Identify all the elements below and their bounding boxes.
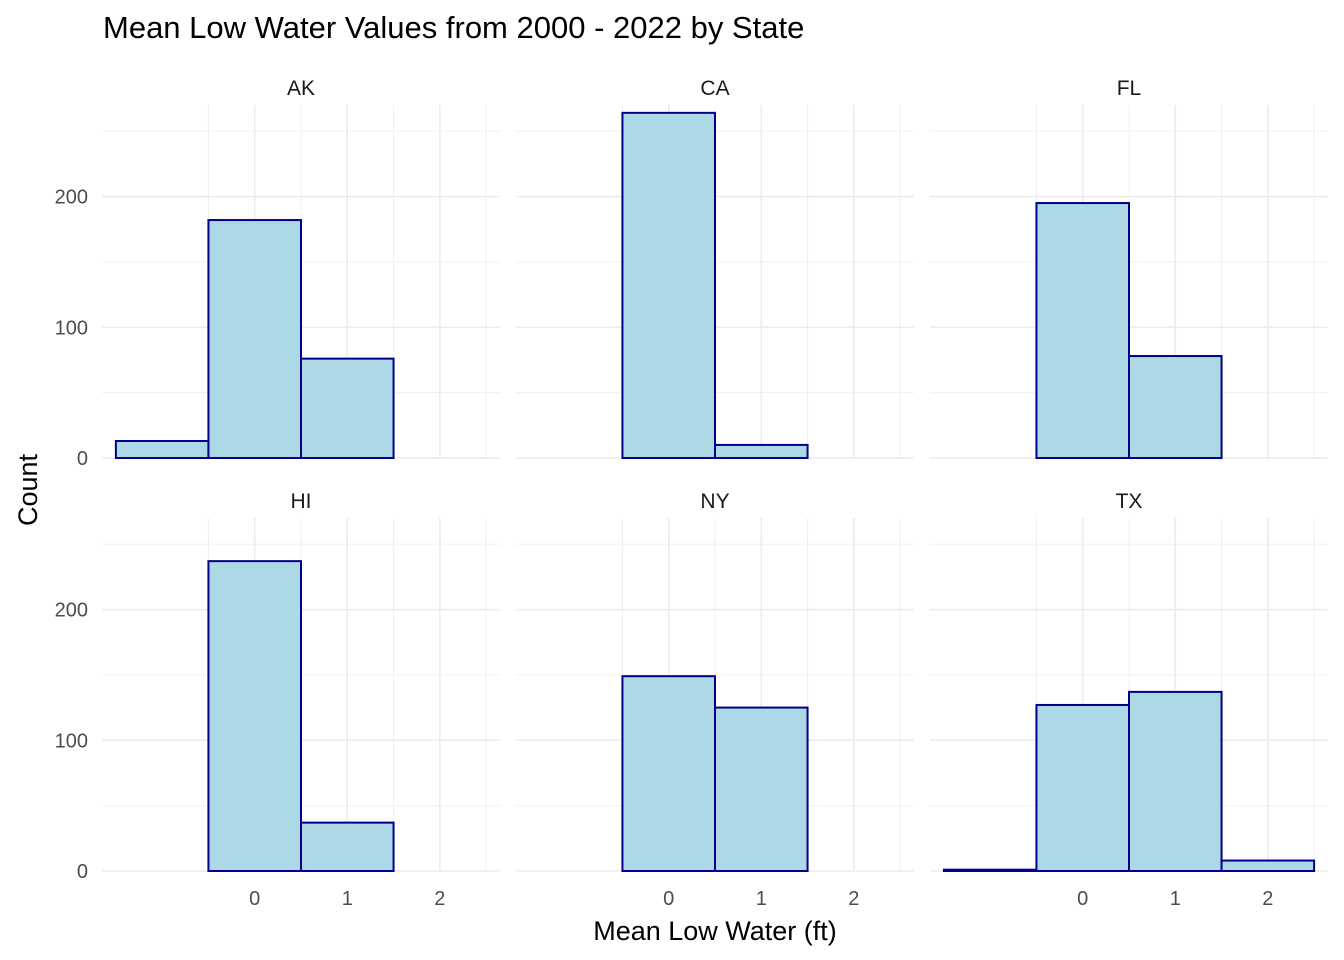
y-tick-label: 0: [77, 861, 88, 883]
x-tick-label: 0: [1077, 888, 1088, 910]
facet-panel-ny: NY 0 1 2: [516, 490, 914, 910]
facet-panel-ca: CA: [516, 77, 914, 460]
facet-strip-label: AK: [287, 77, 315, 100]
chart-title: Mean Low Water Values from 2000 - 2022 b…: [103, 10, 805, 45]
histogram-bar: [714, 706, 809, 873]
facet-strip-label: HI: [291, 490, 312, 513]
histogram-bar: [714, 443, 809, 460]
x-tick-label: 1: [756, 888, 767, 910]
x-tick-label: 2: [848, 888, 859, 910]
facet-strip-label: CA: [700, 77, 729, 100]
facet-strip-label: FL: [1117, 77, 1142, 100]
y-tick-label: 0: [77, 448, 88, 470]
x-tick-label: 0: [249, 888, 260, 910]
histogram-bar: [114, 440, 210, 459]
histogram-bar: [1128, 690, 1223, 873]
y-tick-label: 100: [55, 317, 88, 339]
histogram-bar: [1035, 703, 1131, 873]
x-tick-label: 1: [342, 888, 353, 910]
histogram-bar: [207, 560, 302, 873]
facet-panel-ak: AK 0 100 200: [55, 77, 500, 470]
facet-strip-label: NY: [700, 490, 729, 513]
histogram-bar: [300, 821, 395, 872]
y-tick-label: 100: [55, 730, 88, 752]
x-tick-label: 1: [1170, 888, 1181, 910]
y-tick-label: 200: [55, 187, 88, 209]
histogram-bar: [1128, 355, 1223, 459]
facet-strip-label: TX: [1116, 490, 1143, 513]
x-axis-title: Mean Low Water (ft): [593, 916, 837, 946]
facet-panel-fl: FL: [930, 77, 1328, 459]
histogram-bar: [207, 219, 302, 459]
histogram-bar: [300, 357, 395, 459]
histogram-bar: [942, 868, 1038, 872]
y-axis-title: Count: [13, 453, 43, 526]
histogram-bar: [621, 675, 716, 872]
histogram-bar: [621, 111, 716, 459]
facet-panel-hi: HI 0 100 200 0 1 2: [55, 490, 500, 910]
facet-panel-tx: TX 0 1 2: [930, 490, 1328, 910]
x-tick-label: 2: [1262, 888, 1273, 910]
x-tick-label: 2: [434, 888, 445, 910]
x-tick-label: 0: [663, 888, 674, 910]
y-tick-label: 200: [55, 600, 88, 622]
histogram-bar: [1035, 202, 1131, 459]
histogram-bar: [1220, 859, 1316, 872]
